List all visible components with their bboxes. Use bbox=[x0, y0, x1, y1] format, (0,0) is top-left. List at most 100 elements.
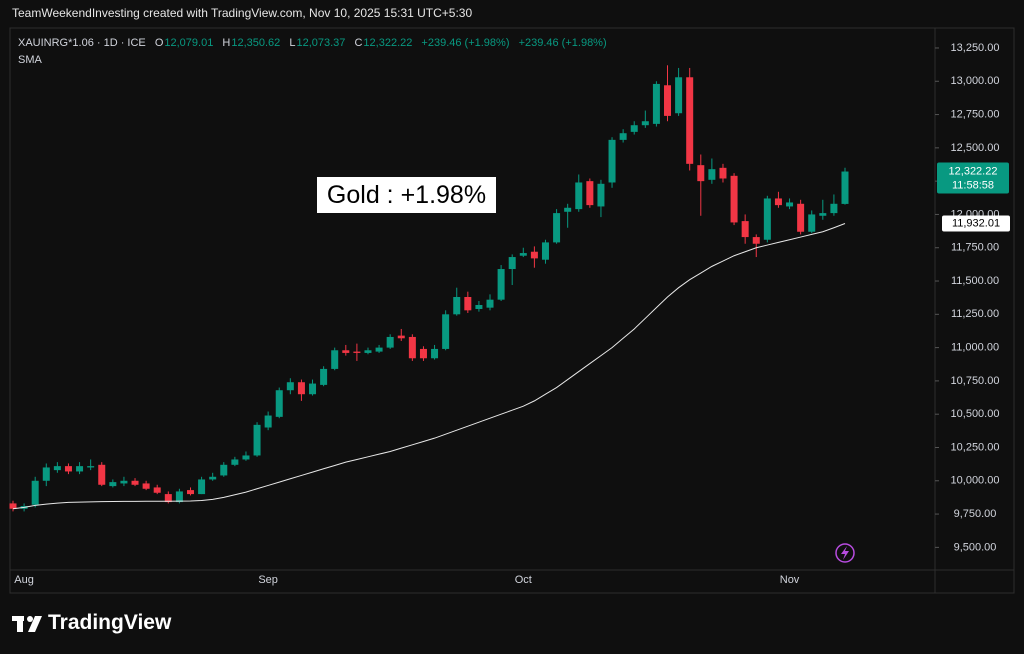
candle-body bbox=[253, 424, 261, 456]
alert-icon bbox=[841, 546, 849, 560]
candle-body bbox=[697, 165, 705, 182]
candle-body bbox=[31, 480, 39, 505]
candle-body bbox=[841, 171, 849, 204]
y-tick-label: 10,000.00 bbox=[951, 475, 1000, 487]
candle-body bbox=[686, 77, 694, 164]
candle-body bbox=[819, 213, 827, 216]
candle-body bbox=[109, 482, 117, 487]
y-tick-label: 10,750.00 bbox=[951, 375, 1000, 387]
candle-body bbox=[331, 350, 339, 369]
candle-body bbox=[752, 237, 760, 244]
x-tick-label: Aug bbox=[14, 574, 34, 586]
candle-body bbox=[730, 175, 738, 223]
ohlc-key: C bbox=[354, 37, 363, 49]
y-tick-label: 10,250.00 bbox=[951, 441, 1000, 453]
candle-body bbox=[231, 459, 239, 465]
brand: TradingView bbox=[48, 611, 172, 634]
candle-body bbox=[508, 257, 516, 270]
candle-body bbox=[564, 207, 572, 212]
candle-body bbox=[142, 483, 150, 489]
candle-body bbox=[76, 466, 84, 472]
x-tick-label: Nov bbox=[780, 574, 800, 586]
y-tick-label: 12,500.00 bbox=[951, 142, 1000, 154]
candle-body bbox=[586, 181, 594, 206]
candle-body bbox=[475, 304, 483, 309]
candle-body bbox=[431, 348, 439, 359]
candle-body bbox=[741, 221, 749, 238]
candle-body bbox=[198, 479, 206, 495]
candle-body bbox=[575, 182, 583, 210]
candle-body bbox=[719, 167, 727, 179]
candle-body bbox=[297, 382, 305, 395]
candle-body bbox=[320, 368, 328, 385]
candle-body bbox=[353, 351, 361, 353]
candle-body bbox=[209, 476, 217, 480]
candle-body bbox=[797, 203, 805, 232]
candle-body bbox=[652, 83, 660, 124]
candle-body bbox=[453, 297, 461, 315]
candle-body bbox=[497, 269, 505, 300]
candle-body bbox=[286, 382, 294, 391]
candle-body bbox=[597, 183, 605, 207]
x-tick-label: Sep bbox=[258, 574, 278, 586]
chart-frame bbox=[9, 27, 1015, 594]
change: +239.46 (+1.98%) bbox=[421, 37, 510, 49]
candle-body bbox=[708, 169, 716, 180]
ohlc-value: 12,079.01 bbox=[164, 37, 214, 49]
candle-body bbox=[553, 213, 561, 243]
y-tick-label: 12,750.00 bbox=[951, 108, 1000, 120]
candle-body bbox=[186, 490, 194, 495]
annotation: Gold : +1.98% bbox=[317, 177, 496, 213]
candle-body bbox=[275, 390, 283, 417]
y-tick-label: 11,250.00 bbox=[951, 308, 999, 320]
candle-body bbox=[364, 350, 372, 353]
candle-body bbox=[375, 347, 383, 352]
candle-body bbox=[153, 487, 161, 493]
countdown: 11:58:58 bbox=[952, 179, 994, 191]
candle-body bbox=[830, 203, 838, 214]
candle-body bbox=[763, 198, 771, 240]
candle-body bbox=[386, 336, 394, 348]
candle-body bbox=[309, 383, 317, 395]
candle-body bbox=[64, 466, 72, 472]
ohlc-value: 12,350.62 bbox=[231, 37, 281, 49]
candle-body bbox=[808, 214, 816, 232]
y-tick-label: 10,500.00 bbox=[951, 408, 1000, 420]
candle-body bbox=[442, 314, 450, 349]
ohlc-value: 12,322.22 bbox=[363, 37, 413, 49]
last-price-label: 12,322.22 bbox=[949, 165, 998, 177]
candle-body bbox=[42, 467, 50, 481]
candle-body bbox=[131, 480, 139, 485]
candle-body bbox=[664, 85, 672, 116]
candle-body bbox=[120, 480, 128, 484]
sma-line bbox=[12, 223, 846, 510]
alert-icon[interactable] bbox=[835, 543, 855, 563]
candle-body bbox=[608, 139, 616, 183]
candle-body bbox=[774, 198, 782, 206]
change: +239.46 (+1.98%) bbox=[518, 37, 607, 49]
y-tick-label: 13,250.00 bbox=[951, 42, 1000, 54]
logo-icon bbox=[12, 616, 42, 632]
candle-body bbox=[541, 242, 549, 260]
last-price-tag bbox=[937, 162, 1009, 194]
symbol: XAUINRG*1.06 · 1D · ICE bbox=[18, 37, 146, 49]
candle-body bbox=[53, 466, 61, 471]
y-tick-label: 11,750.00 bbox=[951, 242, 999, 254]
candle-body bbox=[630, 125, 638, 132]
ohlc-key: L bbox=[289, 37, 296, 49]
candle-body bbox=[408, 336, 416, 359]
candle-body bbox=[9, 503, 17, 509]
candle-body bbox=[619, 133, 627, 140]
y-tick-label: 13,000.00 bbox=[951, 75, 1000, 87]
candle-body bbox=[419, 348, 427, 359]
header: TeamWeekendInvesting created with Tradin… bbox=[12, 6, 473, 20]
ohlc-key: H bbox=[222, 37, 231, 49]
y-tick-label: 11,000.00 bbox=[951, 342, 999, 354]
sma-legend: SMA bbox=[18, 54, 42, 66]
ohlc-value: 12,073.37 bbox=[296, 37, 346, 49]
y-tick-label: 11,500.00 bbox=[951, 275, 999, 287]
y-tick-label: 9,500.00 bbox=[954, 541, 997, 553]
candle-body bbox=[486, 299, 494, 308]
candle-body bbox=[220, 464, 228, 476]
